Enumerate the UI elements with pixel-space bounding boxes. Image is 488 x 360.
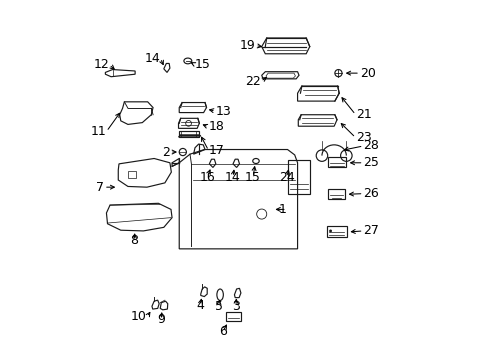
- Text: 1: 1: [278, 203, 286, 216]
- Text: 16: 16: [199, 171, 215, 184]
- Text: 25: 25: [363, 156, 379, 169]
- Text: 23: 23: [355, 131, 371, 144]
- Text: 7: 7: [96, 181, 104, 194]
- Bar: [327, 157, 346, 167]
- Text: 12: 12: [93, 58, 109, 71]
- Bar: [225, 312, 241, 321]
- Text: 26: 26: [363, 187, 379, 200]
- Text: 6: 6: [219, 325, 226, 338]
- Bar: [327, 189, 344, 199]
- Text: 21: 21: [355, 108, 371, 121]
- Text: 27: 27: [363, 224, 379, 238]
- Text: 22: 22: [244, 75, 260, 88]
- Text: 19: 19: [239, 39, 255, 52]
- Text: 18: 18: [208, 121, 224, 134]
- Text: 14: 14: [144, 51, 160, 64]
- Text: 15: 15: [195, 58, 210, 71]
- Bar: [287, 159, 309, 194]
- Text: 11: 11: [90, 125, 106, 138]
- Text: 20: 20: [359, 67, 375, 80]
- Circle shape: [328, 229, 331, 232]
- Text: 24: 24: [278, 171, 294, 184]
- Text: 4: 4: [196, 299, 203, 312]
- Text: 9: 9: [157, 313, 165, 327]
- Text: 14: 14: [224, 171, 241, 184]
- Text: 15: 15: [244, 171, 261, 184]
- Text: 5: 5: [214, 300, 222, 313]
- Text: 2: 2: [162, 145, 169, 158]
- Text: 8: 8: [130, 234, 138, 247]
- Text: 17: 17: [208, 144, 224, 157]
- Text: 10: 10: [131, 310, 147, 324]
- Text: 28: 28: [363, 139, 379, 152]
- Text: 3: 3: [231, 300, 239, 313]
- Text: 13: 13: [215, 105, 231, 118]
- Bar: [326, 226, 346, 237]
- Bar: [128, 171, 136, 178]
